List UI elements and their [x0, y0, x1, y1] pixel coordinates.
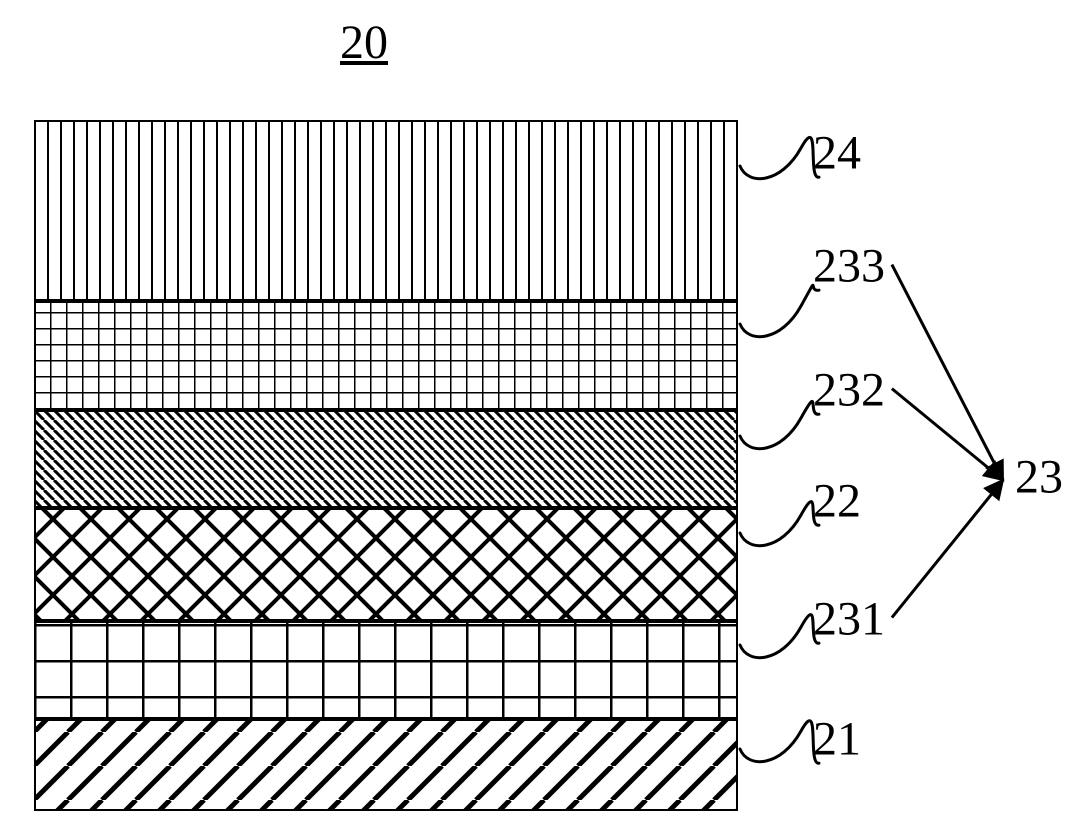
group-arrow [892, 265, 1003, 480]
layer-label: 22 [813, 474, 861, 527]
leader-hook [740, 401, 819, 448]
group-arrow [892, 480, 1003, 618]
group-arrow [892, 389, 1003, 480]
leader-hook [740, 502, 819, 546]
layer-label: 231 [813, 592, 885, 645]
layer-label: 233 [813, 239, 885, 292]
group-label: 23 [1015, 450, 1063, 503]
figure-root: 20 24233232222312123 [0, 0, 1079, 823]
layer-label: 232 [813, 363, 885, 416]
leader-hook [740, 721, 819, 764]
layer-label: 21 [813, 712, 861, 765]
annotation-overlay: 24 233 232 22 231 21 23 [0, 0, 1079, 823]
layer-label: 24 [813, 126, 861, 179]
leader-hook [740, 615, 819, 658]
leader-hook [740, 285, 819, 336]
leader-hook [740, 137, 819, 178]
